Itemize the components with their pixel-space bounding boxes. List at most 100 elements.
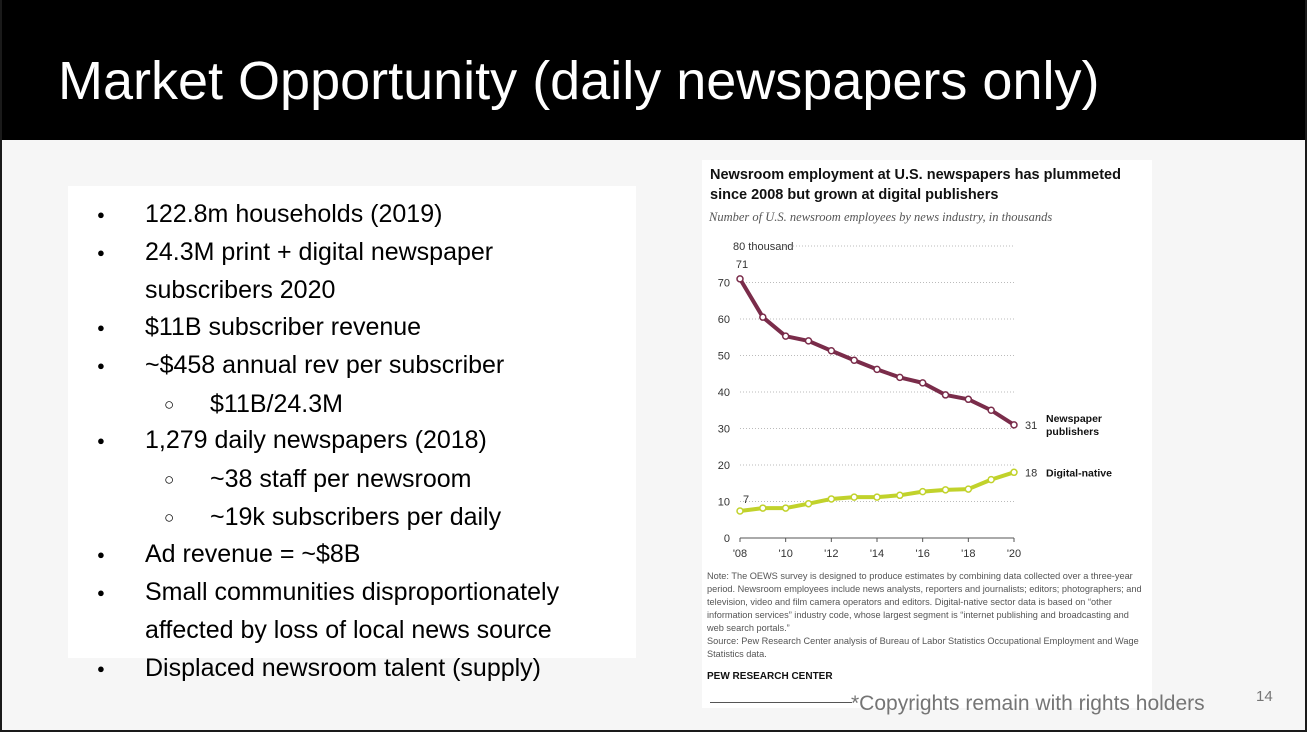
bullet-icon: ● (97, 547, 105, 562)
data-point (759, 313, 767, 321)
y-tick-label: 60 (718, 314, 730, 326)
bullet-item: ● $11B subscriber revenue (97, 313, 422, 342)
x-tick-label: '08 (733, 548, 747, 560)
bullet-item: ● Small communities disproportionately (97, 578, 559, 607)
y-tick-label: 30 (718, 424, 730, 436)
bullet-item: subscribers 2020 (145, 276, 335, 305)
hollow-bullet-icon: ○ (164, 395, 175, 414)
hollow-bullet-icon: ○ (164, 508, 175, 527)
data-point (781, 504, 790, 512)
series-line-0 (738, 276, 1016, 427)
x-tick-label: '10 (778, 548, 792, 560)
data-point (827, 495, 836, 503)
bullet-text: 122.8m households (2019) (145, 200, 443, 228)
bullet-text: 1,279 daily newspapers (2018) (145, 426, 487, 454)
chart-subtitle: Number of U.S. newsroom employees by new… (709, 210, 1053, 224)
hollow-bullet-icon: ○ (164, 470, 175, 489)
data-point (964, 395, 973, 404)
data-point (781, 332, 790, 340)
bullet-item: ● 1,279 daily newspapers (2018) (97, 426, 487, 455)
series-label: Digital-native (1046, 467, 1112, 479)
data-point (896, 373, 904, 382)
bullet-icon: ● (97, 358, 105, 373)
bullet-text: ~38 staff per newsroom (210, 465, 472, 493)
sub-bullet-item: ○ ~19k subscribers per daily (164, 503, 502, 532)
data-point (941, 391, 950, 399)
series-label: publishers (1046, 426, 1099, 438)
bullet-item: ● ~$458 annual rev per subscriber (97, 351, 504, 380)
bullet-text: $11B/24.3M (210, 390, 343, 418)
bullet-icon: ● (97, 433, 105, 448)
last-value-label: 18 (1025, 467, 1037, 479)
x-tick-label: '20 (1007, 548, 1021, 560)
slide-title: Market Opportunity (daily newspapers onl… (58, 51, 1100, 111)
bullet-icon: ● (97, 661, 105, 676)
series-label: Newspaper (1046, 413, 1102, 425)
y-tick-label: 40 (718, 387, 730, 399)
data-point (759, 504, 767, 512)
x-tick-label: '12 (824, 548, 838, 560)
sub-bullet-item: ○ ~38 staff per newsroom (164, 465, 472, 494)
bullet-item: ● 122.8m households (2019) (97, 200, 443, 229)
bullet-text: Ad revenue = ~$8B (145, 540, 361, 568)
data-point (987, 406, 995, 414)
chart-source: Source: Pew Research Center analysis of … (707, 636, 1139, 659)
bullet-list: ● 122.8m households (2019) ● 24.3M print + … (0, 0, 620, 732)
x-tick-label: '14 (870, 548, 884, 560)
x-tick-label: '16 (915, 548, 929, 560)
bullet-text: subscribers 2020 (145, 276, 336, 304)
first-value-label: 71 (736, 259, 748, 271)
copyright-note: *Copyrights remain with rights holders (851, 692, 1205, 715)
chart-note: Note: The OEWS survey is designed to pro… (707, 570, 1147, 661)
sub-bullet-item: ○ $11B/24.3M (164, 390, 343, 419)
data-point (736, 507, 744, 515)
bullet-icon: ● (97, 585, 105, 600)
line-chart: 0 10 20 30 40 50 60 70 80 thousand '08 '10 '12 '14 '1… (718, 241, 1112, 560)
bullet-text: $11B subscriber revenue (145, 313, 422, 341)
data-point (964, 485, 973, 493)
data-point (987, 475, 995, 484)
y-tick-label: 50 (718, 351, 730, 363)
data-point (1010, 421, 1018, 429)
data-point (918, 379, 927, 387)
bullet-icon: ● (97, 207, 105, 222)
title-bar: Market Opportunity (daily newspapers onl… (0, 0, 1307, 140)
data-point (850, 356, 858, 364)
data-point (827, 347, 836, 355)
bullet-text: Displaced newsroom talent (supply) (145, 654, 542, 682)
bullet-icon: ● (97, 245, 105, 260)
y-tick-label: 0 (724, 533, 730, 545)
bullet-item: ● Displaced newsroom talent (supply) (97, 654, 542, 683)
bullet-item: ● Ad revenue = ~$8B (97, 540, 361, 569)
y-tick-label: 20 (718, 460, 730, 472)
data-point (873, 365, 881, 374)
data-point (873, 493, 881, 501)
chart-title: Newsroom employment at U.S. newspapers h… (710, 167, 1121, 203)
data-point (804, 499, 813, 508)
first-value-label: 7 (743, 494, 749, 506)
data-point (804, 337, 813, 345)
data-point (850, 493, 858, 501)
x-tick-label: '18 (961, 548, 975, 560)
bullet-item: ● 24.3M print + digital newspaper (97, 238, 493, 267)
chart-brand: PEW RESEARCH CENTER (707, 671, 833, 682)
bullet-text: ~19k subscribers per daily (210, 503, 502, 531)
page-number: 14 (1256, 688, 1273, 705)
data-point (736, 275, 744, 283)
data-point (918, 487, 927, 496)
bullet-icon: ● (97, 320, 105, 335)
data-point (941, 486, 950, 494)
y-tick-label: 70 (718, 278, 730, 290)
data-point (1010, 468, 1018, 477)
bullet-panel (68, 186, 636, 658)
last-value-label: 31 (1025, 420, 1037, 432)
series-line-1 (738, 470, 1016, 513)
bullet-item: affected by loss of local news source (145, 616, 552, 645)
copyright-rule (710, 702, 852, 703)
chart-panel: Newsroom employment at U.S. newspapers h… (702, 160, 1152, 708)
bullet-text: affected by loss of local news source (145, 616, 552, 644)
y-tick-label: 10 (718, 497, 730, 509)
data-point (896, 491, 904, 500)
y-tick-label: 80 thousand (733, 241, 794, 253)
chart-note-text: Note: The OEWS survey is designed to pro… (707, 571, 1142, 633)
